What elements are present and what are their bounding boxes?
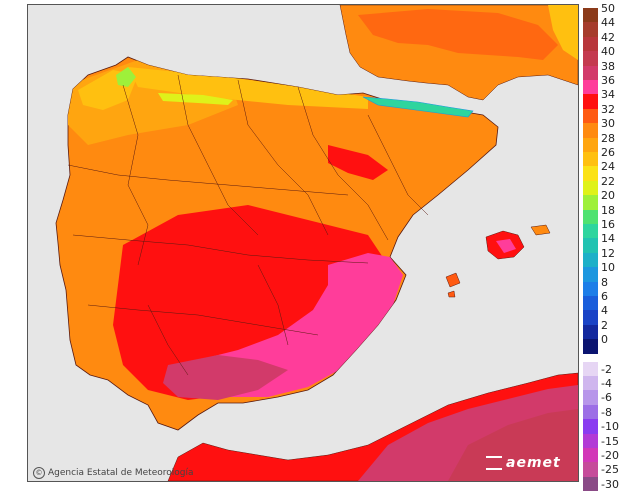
legend-swatch	[583, 448, 598, 463]
legend-label: -2	[601, 362, 612, 376]
legend-label: 0	[601, 333, 608, 347]
legend-swatch	[583, 36, 598, 52]
legend-swatch	[583, 108, 598, 124]
legend-label: 18	[601, 203, 615, 217]
legend-label: -6	[601, 391, 612, 405]
legend-label: 6	[601, 290, 608, 303]
legend-label: 14	[601, 232, 615, 246]
legend-swatch	[583, 476, 598, 492]
legend-swatch	[583, 209, 598, 224]
temperature-map	[27, 4, 579, 482]
copyright-icon: ©	[33, 467, 45, 479]
legend-label: -4	[601, 377, 612, 390]
legend-label: 34	[601, 88, 615, 102]
legend-label: 8	[601, 275, 608, 289]
aemet-logo-text: aemet	[506, 455, 561, 471]
legend-swatch	[583, 166, 598, 181]
legend-label: 50	[601, 2, 615, 15]
legend-swatch	[583, 224, 598, 239]
legend-swatch	[583, 404, 598, 420]
legend-label: 10	[601, 261, 615, 275]
mallorca-pink-core	[496, 239, 516, 253]
agency-credit: © Agencia Estatal de Meteorología	[33, 466, 194, 480]
legend-swatch	[583, 267, 598, 282]
cantabria-green-patch	[158, 93, 233, 105]
legend-swatch	[583, 238, 598, 253]
legend-swatch	[583, 433, 598, 448]
legend-label: 44	[601, 16, 615, 30]
legend-swatch	[583, 419, 598, 434]
south-pink-zone	[163, 355, 288, 400]
legend-swatch	[583, 324, 598, 340]
legend-swatch	[583, 94, 598, 109]
menorca-island	[530, 224, 551, 236]
legend-label: 20	[601, 189, 615, 203]
legend-label: -10	[601, 420, 619, 434]
north-africa-pink-zone	[448, 409, 578, 481]
iberia-map-canvas	[55, 5, 578, 481]
legend-label: -30	[601, 477, 619, 491]
legend-swatch	[583, 137, 598, 152]
formentera-island	[447, 290, 456, 298]
legend-label: 38	[601, 59, 615, 73]
legend-label: 30	[601, 117, 615, 131]
france-hot-zone	[358, 9, 558, 60]
aemet-mark-icon	[486, 456, 502, 470]
legend-swatch	[583, 252, 598, 268]
legend-label: 16	[601, 218, 615, 231]
legend-label: -15	[601, 434, 619, 448]
legend-label: 12	[601, 246, 615, 260]
legend-label: -25	[601, 463, 619, 477]
alps-cool-zone	[548, 5, 578, 60]
legend-label: 42	[601, 30, 615, 44]
legend-swatch	[583, 51, 598, 66]
legend-swatch	[583, 22, 598, 37]
legend-swatch	[583, 195, 598, 210]
legend-label: 2	[601, 318, 608, 332]
legend-swatch	[583, 281, 598, 296]
legend-swatch	[583, 462, 598, 477]
legend-label: 32	[601, 102, 615, 116]
legend-swatch	[583, 123, 598, 138]
legend-swatch	[583, 65, 598, 80]
legend-swatch	[583, 80, 598, 95]
aemet-logo: aemet	[486, 455, 561, 471]
legend-swatch	[583, 296, 598, 311]
pyrenees-cool-strip	[362, 96, 474, 118]
legend-swatch	[583, 310, 598, 325]
galicia-green-patch	[116, 67, 136, 87]
legend-label: 4	[601, 304, 608, 318]
ebro-hot-zone	[328, 145, 388, 180]
legend-swatch	[583, 376, 598, 391]
legend-label: 22	[601, 174, 615, 188]
cantabrian-band	[128, 67, 368, 109]
legend-label: 26	[601, 146, 615, 159]
legend-label: 28	[601, 131, 615, 145]
legend-swatch	[583, 8, 598, 23]
temperature-legend: 50 44 42 40 38 36 34 32 30 28 26 24 22 20 18 16 14 12 10 8 6…	[583, 3, 630, 492]
legend-swatch	[583, 180, 598, 196]
legend-swatch	[583, 361, 598, 376]
legend-swatch	[583, 152, 598, 167]
legend-label: 36	[601, 74, 615, 87]
legend-swatch	[583, 339, 598, 354]
legend-label: -8	[601, 405, 612, 419]
legend-label: 40	[601, 45, 615, 59]
legend-swatch	[583, 390, 598, 405]
agency-credit-text: Agencia Estatal de Meteorología	[48, 468, 194, 478]
legend-label: -20	[601, 449, 619, 462]
region-boundaries	[67, 74, 429, 376]
ibiza-island	[445, 272, 461, 288]
legend-label: 24	[601, 160, 615, 174]
